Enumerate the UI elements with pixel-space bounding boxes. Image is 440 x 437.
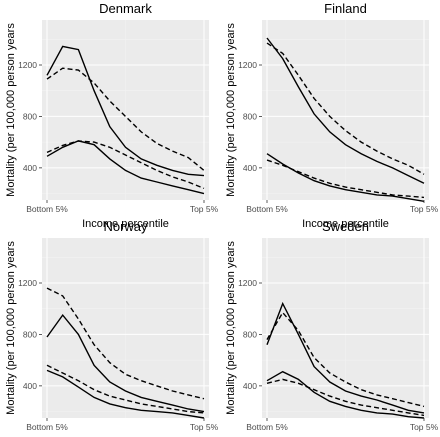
y-tick-label: 400 xyxy=(23,381,37,391)
x-tick-label: Bottom 5% xyxy=(246,422,288,432)
series-line-4 xyxy=(266,378,425,417)
y-axis-title: Mortality (per 100,000 person years xyxy=(225,23,237,197)
panel-title: Norway xyxy=(103,219,148,234)
series-line-4 xyxy=(266,159,425,199)
x-axis-title: Income percentile xyxy=(302,218,389,230)
x-tick-label: Top 5% xyxy=(410,422,439,432)
series-line-1 xyxy=(266,37,425,184)
y-tick-label: 800 xyxy=(243,111,257,121)
y-tick-label: 800 xyxy=(23,111,37,121)
y-tick-label: 1200 xyxy=(238,278,257,288)
y-axis-title: Mortality (per 100,000 person years xyxy=(5,241,17,415)
series-line-3 xyxy=(46,369,205,419)
y-axis-title: Mortality (per 100,000 person years xyxy=(5,23,17,197)
series-line-3 xyxy=(266,370,425,419)
x-tick-label: Bottom 5% xyxy=(246,204,288,214)
panel-title: Finland xyxy=(324,1,367,16)
y-tick-label: 1200 xyxy=(18,278,37,288)
x-tick-label: Top 5% xyxy=(410,204,439,214)
y-tick-label: 400 xyxy=(23,163,37,173)
y-tick-label: 1200 xyxy=(18,60,37,70)
x-tick-label: Bottom 5% xyxy=(26,204,68,214)
y-tick-label: 800 xyxy=(243,329,257,339)
x-tick-label: Bottom 5% xyxy=(26,422,68,432)
panel-title: Sweden xyxy=(322,219,369,234)
y-tick-label: 400 xyxy=(243,163,257,173)
panel-title: Denmark xyxy=(99,1,152,16)
x-tick-label: Top 5% xyxy=(190,204,219,214)
x-tick-label: Top 5% xyxy=(190,422,219,432)
series-line-1 xyxy=(46,45,205,177)
series-line-1 xyxy=(46,313,205,413)
series-line-2 xyxy=(266,42,425,175)
panel-sweden: 400 800 1200 Bottom 5% Top 5% SwedenIncome pe… xyxy=(225,219,439,437)
y-tick-label: 400 xyxy=(243,381,257,391)
series-line-4 xyxy=(46,140,205,190)
panel-denmark: 400 800 1200 Bottom 5% Top 5% Denmark Income p… xyxy=(5,1,219,230)
y-tick-label: 1200 xyxy=(238,60,257,70)
x-axis-title: Income percentile xyxy=(82,218,169,230)
y-tick-label: 800 xyxy=(23,329,37,339)
series-line-4 xyxy=(46,364,205,414)
series-line-2 xyxy=(46,287,205,400)
y-axis-title: Mortality (per 100,000 person years xyxy=(225,241,237,415)
series-line-1 xyxy=(266,301,425,414)
panel-finland: 400 800 1200 Bottom 5% Top 5% Finland Income p… xyxy=(225,1,439,230)
panel-norway: 400 800 1200 Bottom 5% Top 5% NorwayIncome pe… xyxy=(5,219,219,437)
